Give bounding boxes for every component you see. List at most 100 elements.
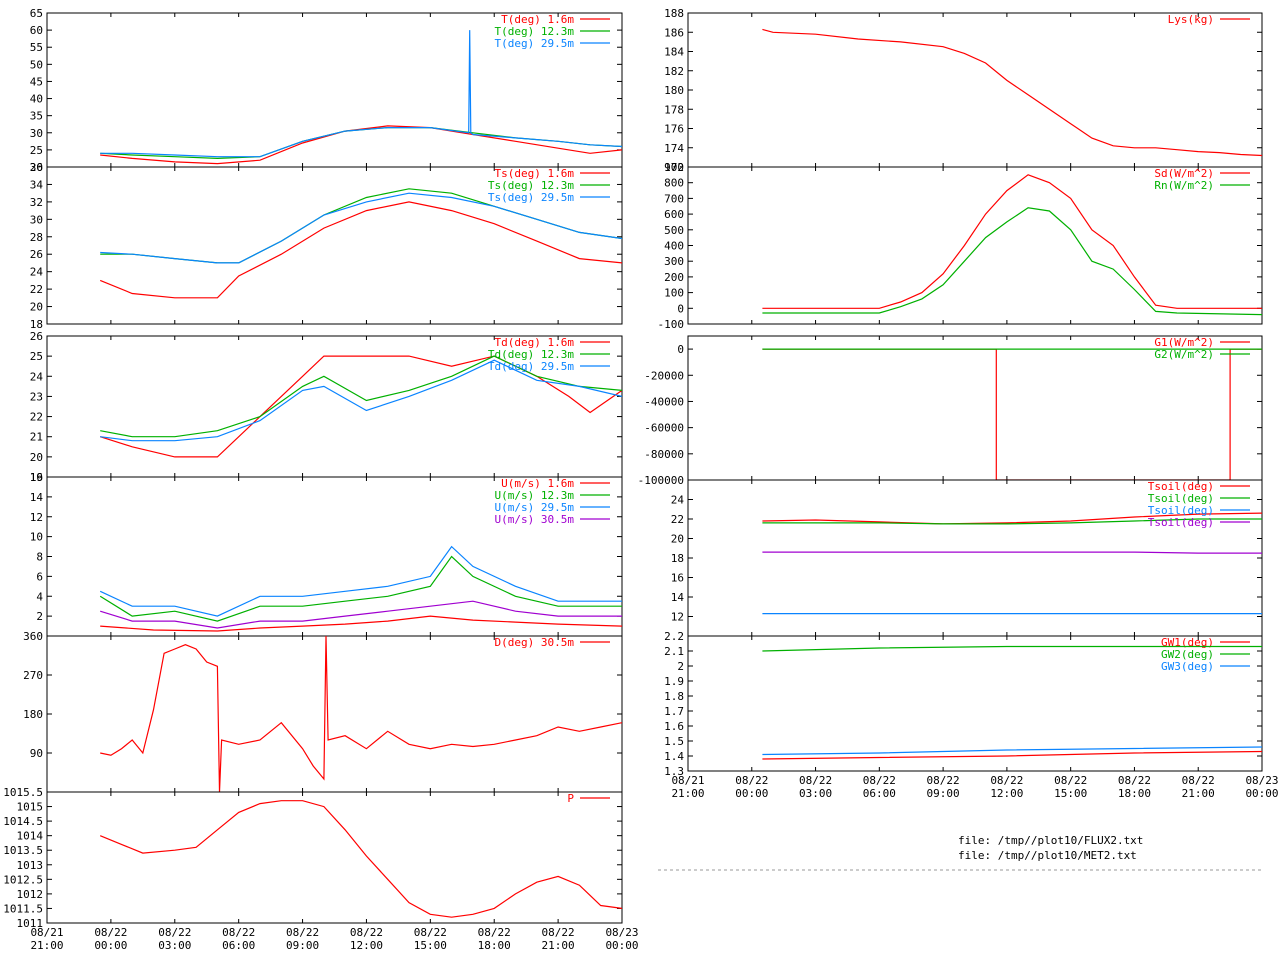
y-tick-label: 1.5 — [664, 735, 684, 748]
x-tick-label-date: 08/22 — [1182, 774, 1215, 787]
x-tick-label-time: 18:00 — [1118, 787, 1151, 800]
y-tick-label: 25 — [30, 350, 43, 363]
legend-label: Lys(kg) — [1168, 13, 1214, 26]
y-tick-label: 800 — [664, 177, 684, 190]
x-tick-label-date: 08/21 — [671, 774, 704, 787]
y-tick-label: 24 — [30, 266, 44, 279]
y-tick-label: 0 — [677, 343, 684, 356]
chart-panel-9: -100000 -80000 -60000 -40000 -20000 0 G1(W/m^2… — [638, 335, 1263, 487]
y-tick-label: 1.4 — [664, 750, 684, 763]
y-tick-label: 184 — [664, 46, 684, 59]
legend-label: G1(W/m^2) — [1154, 336, 1214, 349]
y-tick-label: -40000 — [644, 395, 684, 408]
x-tick-label-time: 06:00 — [863, 787, 896, 800]
x-tick-label-date: 08/22 — [542, 926, 575, 939]
x-tick-label-date: 08/22 — [927, 774, 960, 787]
y-tick-label: 174 — [664, 142, 684, 155]
x-tick-label-time: 00:00 — [94, 939, 127, 952]
y-tick-label: 700 — [664, 192, 684, 205]
legend-label: T(deg) 1.6m — [501, 13, 574, 26]
y-tick-label: 1015 — [17, 801, 44, 814]
y-tick-label: 1015.5 — [3, 786, 43, 799]
legend-label: U(m/s) 1.6m — [501, 477, 574, 490]
x-tick-label-time: 03:00 — [158, 939, 191, 952]
file-label: file: /tmp//plot10/FLUX2.txt — [958, 834, 1143, 847]
chart-panel-1: 20 25 30 35 40 45 50 55 60 65 T(deg) 1.6mT(deg) 12… — [30, 7, 623, 174]
x-tick-label-time: 09:00 — [286, 939, 319, 952]
x-tick-label-time: 09:00 — [927, 787, 960, 800]
y-tick-label: 16 — [30, 471, 43, 484]
x-tick-label-date: 08/22 — [350, 926, 383, 939]
y-tick-label: 1.7 — [664, 705, 684, 718]
chart-panel-5: 90 180 270 360 D(deg) 30.5m — [23, 630, 623, 793]
y-tick-label: 14 — [671, 591, 685, 604]
y-tick-label: 180 — [23, 708, 43, 721]
legend-label: U(m/s) 12.3m — [495, 489, 575, 502]
y-tick-label: 270 — [23, 669, 43, 682]
y-tick-label: 19 — [30, 471, 43, 484]
plot-frame — [46, 166, 623, 325]
y-tick-label: 172 — [664, 161, 684, 174]
y-tick-label: 1012 — [17, 888, 44, 901]
y-tick-label: -100 — [658, 318, 685, 331]
y-tick-label: 400 — [664, 240, 684, 253]
series-line-1 — [100, 125, 622, 165]
legend-label: Sd(W/m^2) — [1154, 167, 1214, 180]
y-tick-label: 500 — [664, 224, 684, 237]
y-tick-label: 55 — [30, 41, 43, 54]
x-tick-label-time: 15:00 — [414, 939, 447, 952]
x-tick-label-date: 08/22 — [222, 926, 255, 939]
y-tick-label: 21 — [30, 431, 43, 444]
y-tick-label: 26 — [30, 248, 43, 261]
x-tick-label-date: 08/22 — [1054, 774, 1087, 787]
legend-label: T(deg) 29.5m — [495, 37, 575, 50]
y-tick-label: -60000 — [644, 422, 684, 435]
y-tick-label: 14 — [30, 491, 44, 504]
legend-label: Ts(deg) 1.6m — [495, 167, 575, 180]
series-line-1 — [762, 512, 1262, 525]
y-tick-label: 2.1 — [664, 645, 684, 658]
y-tick-label: 65 — [30, 7, 43, 20]
x-tick-label-time: 18:00 — [478, 939, 511, 952]
series-line-2 — [100, 355, 622, 438]
y-tick-label: 90 — [30, 747, 43, 760]
x-tick-label-date: 08/23 — [605, 926, 638, 939]
y-tick-label: 176 — [664, 123, 684, 136]
y-tick-label: -20000 — [644, 369, 684, 382]
legend-label: GW1(deg) — [1161, 636, 1214, 649]
y-tick-label: 1014 — [17, 830, 44, 843]
y-tick-label: -100000 — [638, 474, 684, 487]
x-tick-label-time: 00:00 — [1245, 787, 1278, 800]
chart-panel-10: 12141618202224Tsoil(deg)Tsoil(deg)Tsoil(… — [671, 479, 1263, 637]
y-tick-label: 360 — [23, 630, 43, 643]
x-tick-label-time: 21:00 — [30, 939, 63, 952]
chart-panel-11: 1.3 1.4 1.5 1.6 1.7 1.8 1.9 2 2.1 2.2 GW1(deg)GW2(… — [664, 630, 1263, 778]
y-tick-label: 2.2 — [664, 630, 684, 643]
legend-label: D(deg) 30.5m — [495, 636, 575, 649]
chart-panel-7: 172 174 176 178 180 182 184 186 188 Lys(kg) — [664, 7, 1263, 174]
series-line-3 — [99, 545, 622, 617]
x-tick-label-time: 00:00 — [605, 939, 638, 952]
y-tick-label: 8 — [36, 551, 43, 564]
legend-label: P — [567, 792, 574, 805]
series-line-1 — [100, 636, 622, 792]
y-tick-label: 1013.5 — [3, 844, 43, 857]
plot-frame — [687, 635, 1263, 772]
y-tick-label: 1013 — [17, 859, 44, 872]
plot-frame — [687, 12, 1263, 168]
y-tick-label: 1.3 — [664, 765, 684, 778]
legend-label: Ts(deg) 29.5m — [488, 191, 574, 204]
legend-label: Tsoil(deg) — [1148, 504, 1214, 517]
legend-label: GW3(deg) — [1161, 660, 1214, 673]
x-tick-label-time: 06:00 — [222, 939, 255, 952]
y-tick-label: 2 — [36, 610, 43, 623]
y-tick-label: 4 — [36, 590, 43, 603]
x-tick-label-date: 08/22 — [478, 926, 511, 939]
y-tick-label: 1.6 — [664, 720, 684, 733]
legend-label: GW2(deg) — [1161, 648, 1214, 661]
legend-label: Tsoil(deg) — [1148, 492, 1214, 505]
y-tick-label: 0 — [677, 302, 684, 315]
y-tick-label: 22 — [30, 411, 43, 424]
series-line-1 — [100, 615, 622, 632]
